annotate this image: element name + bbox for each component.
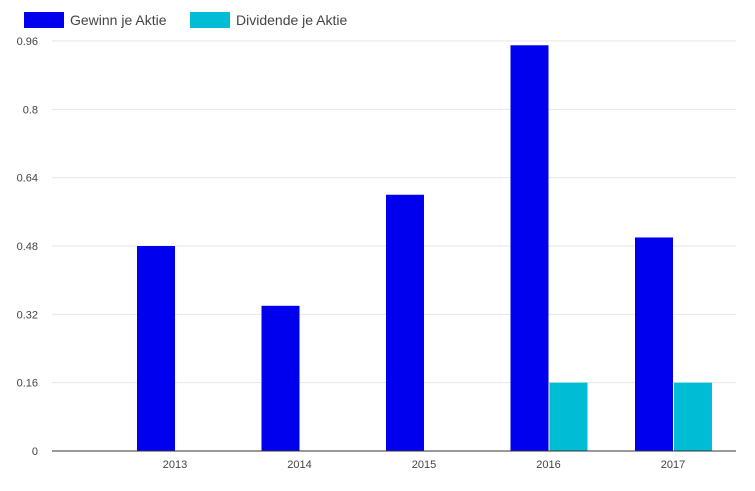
y-axis-ticks: 0 0.16 0.32 0.48 0.64 0.8 0.96 [17, 36, 38, 458]
x-tick-label: 2016 [536, 459, 560, 471]
y-tick-label: 0.96 [17, 36, 38, 48]
y-tick-label: 0.64 [17, 173, 38, 185]
y-tick-label: 0 [32, 446, 38, 458]
bar-gewinn-2015 [386, 194, 424, 451]
y-tick-label: 0.32 [17, 309, 38, 321]
bar-dividende-2017 [674, 382, 712, 451]
y-tick-label: 0.48 [17, 241, 38, 253]
legend-label-dividende: Dividende je Aktie [236, 12, 348, 28]
y-tick-label: 0.8 [23, 104, 38, 116]
bar-gewinn-2013 [137, 246, 175, 451]
bars [137, 45, 712, 451]
x-tick-label: 2013 [163, 459, 187, 471]
bar-gewinn-2017 [635, 237, 673, 451]
x-tick-label: 2017 [661, 459, 685, 471]
bar-gewinn-2016 [510, 45, 549, 451]
bar-dividende-2016 [549, 382, 588, 451]
legend-label-gewinn: Gewinn je Aktie [70, 12, 167, 28]
x-tick-label: 2015 [412, 459, 436, 471]
legend-swatch-dividende [190, 12, 230, 28]
bar-gewinn-2014 [261, 305, 300, 451]
y-tick-label: 0.16 [17, 378, 38, 390]
legend-swatch-gewinn [24, 12, 64, 28]
x-tick-label: 2014 [287, 459, 311, 471]
x-axis-ticks: 2013 2014 2015 2016 2017 [163, 459, 685, 471]
legend: Gewinn je Aktie Dividende je Aktie [24, 12, 348, 28]
